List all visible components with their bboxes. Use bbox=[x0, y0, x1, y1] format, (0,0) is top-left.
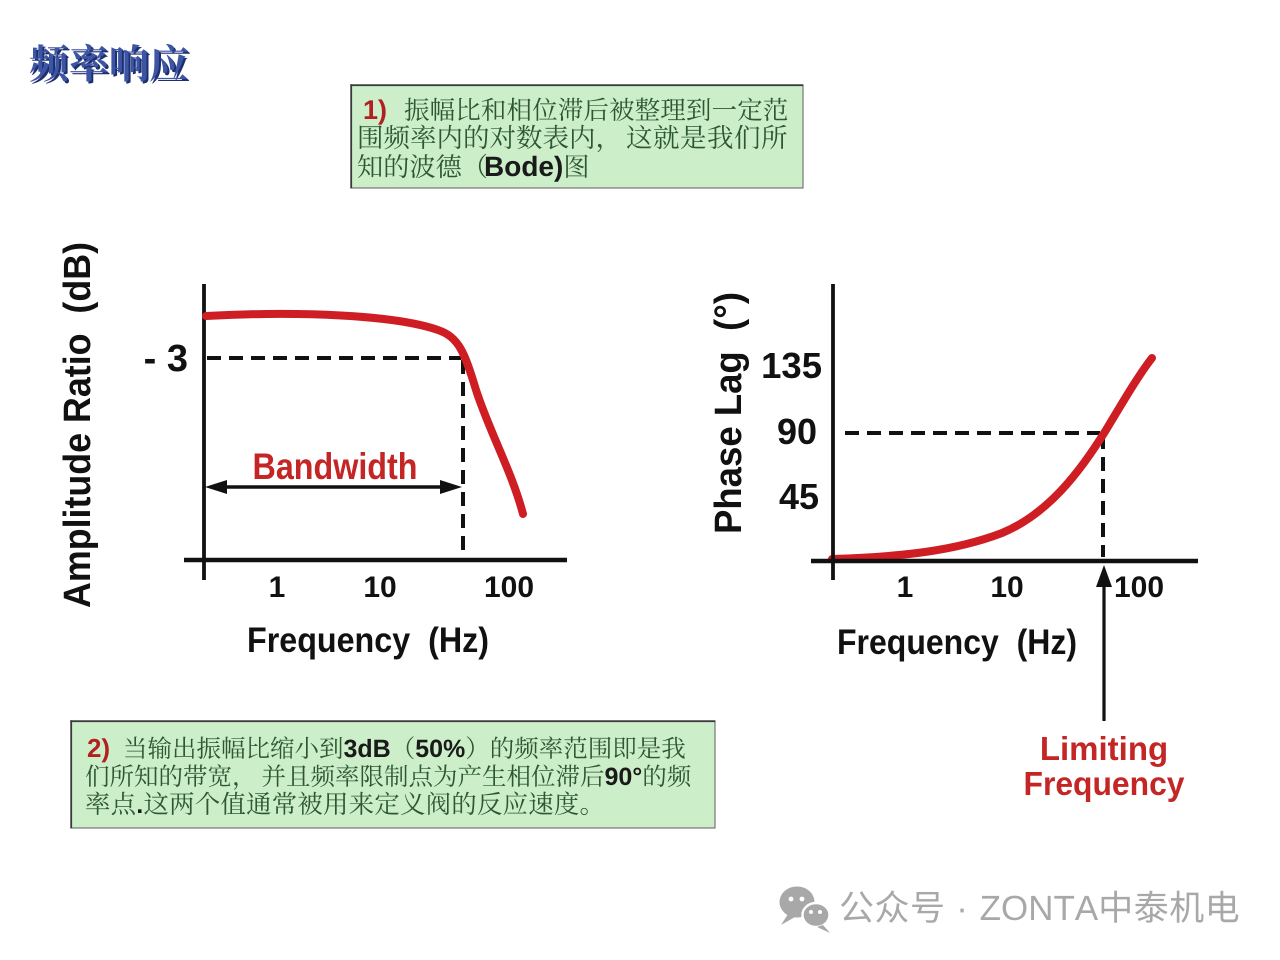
svg-text:Frequency (Hz): Frequency (Hz) bbox=[837, 623, 1077, 662]
svg-text:10: 10 bbox=[990, 571, 1023, 604]
svg-text:Bandwidth: Bandwidth bbox=[253, 446, 418, 487]
svg-text:- 3: - 3 bbox=[144, 338, 188, 380]
svg-text:Limiting: Limiting bbox=[1040, 730, 1168, 767]
svg-text:Frequency: Frequency bbox=[1024, 765, 1186, 802]
svg-text:Phase Lag (°): Phase Lag (°) bbox=[708, 292, 750, 534]
svg-text:1: 1 bbox=[269, 571, 286, 604]
svg-text:45: 45 bbox=[779, 476, 819, 517]
svg-text:10: 10 bbox=[363, 571, 396, 604]
svg-text:1: 1 bbox=[897, 571, 914, 604]
svg-text:Frequency (Hz): Frequency (Hz) bbox=[247, 621, 489, 660]
svg-text:135: 135 bbox=[761, 345, 822, 386]
svg-text:100: 100 bbox=[484, 571, 534, 604]
svg-text:90: 90 bbox=[777, 411, 817, 452]
svg-text:100: 100 bbox=[1114, 571, 1164, 604]
svg-text:Amplitude Ratio (dB): Amplitude Ratio (dB) bbox=[57, 242, 99, 608]
